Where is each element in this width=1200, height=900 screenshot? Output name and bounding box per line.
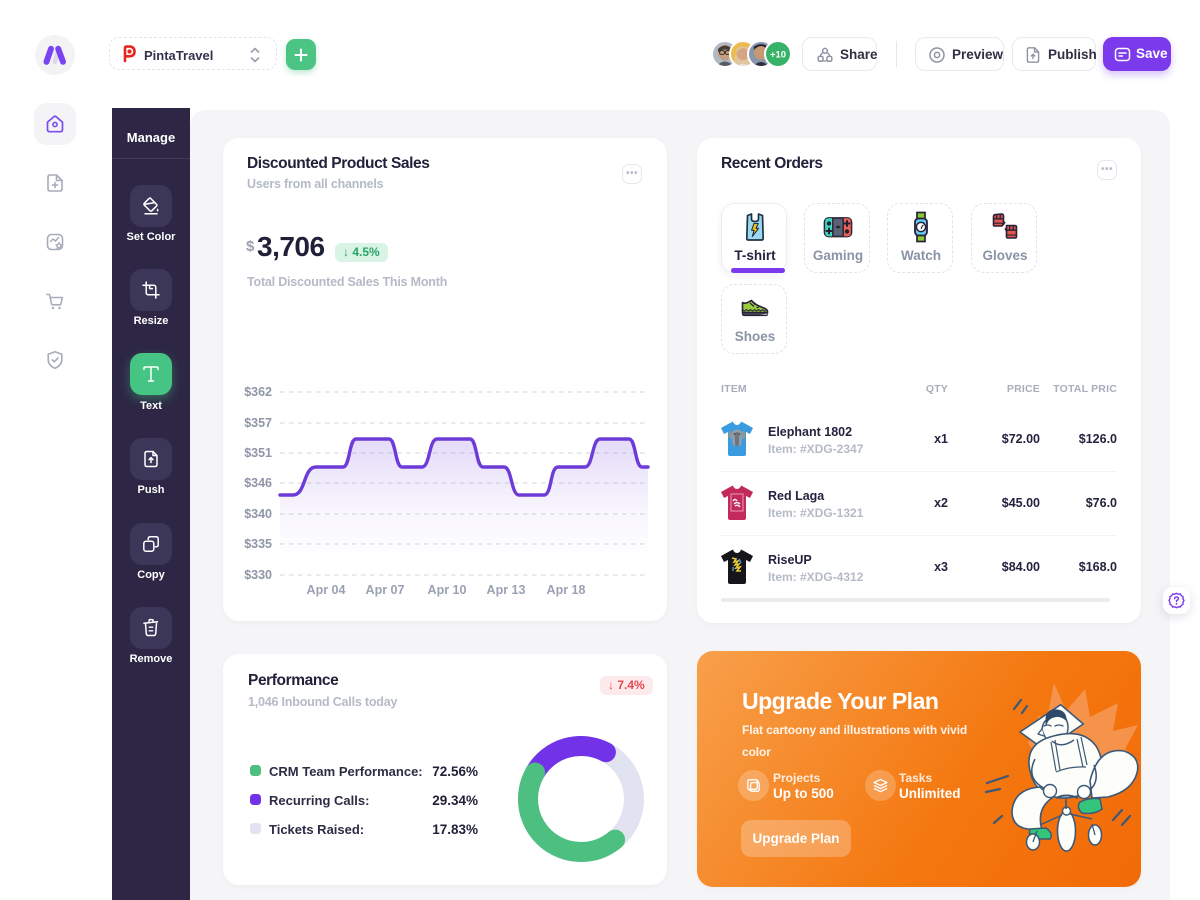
svg-text:$330: $330 <box>244 568 272 582</box>
svg-text:Apr 18: Apr 18 <box>547 583 586 597</box>
svg-text:Apr 07: Apr 07 <box>366 583 405 597</box>
svg-text:$335: $335 <box>244 537 272 551</box>
svg-text:$357: $357 <box>244 416 272 430</box>
svg-text:Apr 10: Apr 10 <box>428 583 467 597</box>
svg-text:Apr 13: Apr 13 <box>487 583 526 597</box>
svg-text:+10: +10 <box>770 50 786 61</box>
svg-text:Apr 04: Apr 04 <box>307 583 346 597</box>
svg-text:$351: $351 <box>244 446 272 460</box>
svg-text:$362: $362 <box>244 385 272 399</box>
svg-text:$346: $346 <box>244 476 272 490</box>
svg-text:$340: $340 <box>244 507 272 521</box>
